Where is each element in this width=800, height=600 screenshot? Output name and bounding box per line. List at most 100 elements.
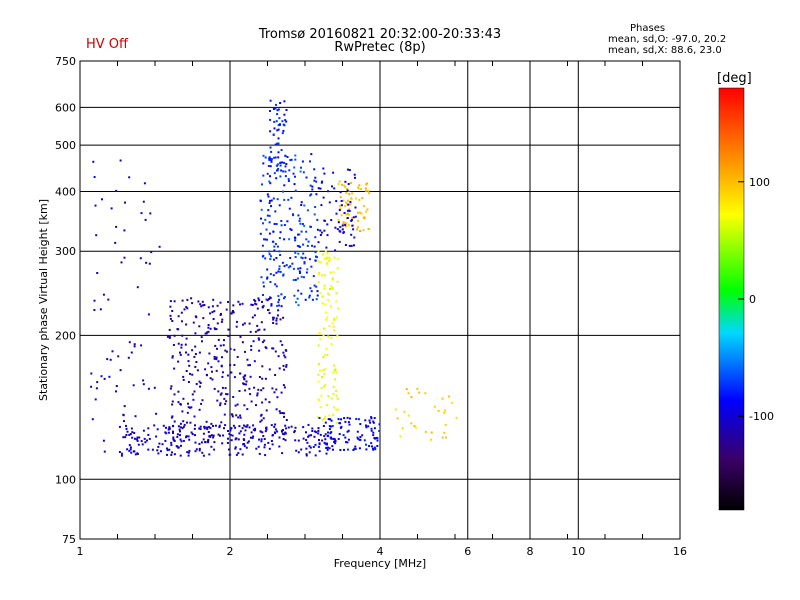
- data-point: [179, 353, 182, 356]
- data-point: [166, 335, 169, 338]
- data-point: [281, 432, 284, 435]
- data-point: [183, 308, 186, 311]
- data-point: [270, 424, 273, 427]
- data-point: [280, 429, 283, 432]
- data-point: [289, 257, 292, 259]
- data-point: [239, 335, 242, 338]
- data-point: [327, 395, 330, 398]
- data-point: [275, 285, 278, 288]
- data-point: [394, 408, 397, 411]
- data-point: [95, 234, 98, 237]
- data-point: [359, 230, 362, 232]
- data-point: [277, 142, 280, 145]
- data-point: [302, 171, 305, 174]
- data-point: [326, 223, 329, 226]
- data-point: [168, 427, 171, 430]
- data-point: [213, 310, 216, 313]
- data-point: [182, 397, 185, 400]
- data-point: [96, 272, 99, 274]
- data-point: [313, 179, 316, 182]
- data-point: [262, 154, 265, 157]
- data-point: [345, 191, 348, 194]
- data-point: [273, 425, 276, 428]
- data-point: [283, 433, 286, 436]
- data-point: [324, 415, 327, 418]
- data-point: [282, 170, 285, 173]
- data-point: [370, 429, 373, 432]
- data-point: [140, 212, 143, 215]
- data-point: [354, 445, 357, 448]
- y-tick-labels: 75 100 200 300 400 500 600 750: [55, 55, 76, 546]
- data-point: [313, 168, 316, 171]
- data-point: [357, 187, 360, 190]
- data-point: [257, 337, 260, 340]
- data-point: [185, 435, 188, 438]
- data-point: [273, 249, 276, 252]
- data-point: [268, 214, 271, 217]
- data-point: [249, 364, 251, 367]
- data-point: [207, 326, 210, 329]
- data-point: [223, 427, 225, 430]
- data-point: [285, 419, 288, 421]
- data-point: [298, 217, 301, 220]
- data-point: [269, 130, 272, 133]
- data-point: [188, 364, 191, 367]
- data-point: [284, 175, 287, 178]
- data-point: [221, 356, 223, 359]
- data-point: [276, 245, 279, 248]
- data-point: [317, 445, 320, 448]
- data-point: [332, 393, 335, 395]
- data-point: [128, 176, 131, 179]
- data-point: [260, 419, 263, 422]
- data-point: [282, 384, 285, 387]
- data-point: [252, 428, 255, 431]
- data-point: [321, 295, 323, 298]
- data-point: [169, 300, 172, 303]
- data-point: [270, 440, 273, 442]
- data-point: [206, 373, 208, 376]
- data-point: [444, 423, 447, 426]
- data-point: [284, 439, 287, 442]
- data-point: [232, 304, 235, 307]
- data-point: [198, 325, 201, 328]
- data-point: [290, 229, 293, 231]
- data-point: [281, 452, 284, 455]
- data-point: [272, 347, 275, 350]
- data-point: [255, 447, 258, 450]
- data-point: [177, 342, 180, 345]
- data-point: [284, 432, 287, 435]
- data-point: [333, 317, 336, 320]
- data-point: [328, 425, 331, 428]
- data-point: [311, 185, 314, 188]
- data-point: [258, 299, 261, 302]
- data-point: [275, 257, 278, 259]
- data-point: [424, 430, 427, 433]
- data-point: [373, 427, 376, 430]
- data-point: [278, 123, 281, 126]
- data-point: [194, 434, 196, 437]
- data-point: [241, 302, 244, 305]
- data-point: [94, 398, 97, 401]
- data-point: [349, 200, 352, 203]
- data-point: [335, 292, 338, 295]
- data-point: [297, 267, 300, 270]
- data-point: [262, 435, 265, 437]
- data-point: [348, 169, 351, 171]
- data-point: [191, 373, 194, 376]
- data-point: [169, 387, 172, 390]
- data-point: [219, 402, 222, 405]
- data-point: [232, 310, 234, 312]
- data-point: [348, 244, 351, 247]
- data-point: [287, 266, 290, 269]
- data-point: [115, 225, 118, 228]
- data-point: [345, 213, 348, 216]
- data-point: [330, 336, 333, 339]
- data-point: [265, 409, 268, 412]
- data-point: [181, 410, 184, 413]
- data-point: [268, 221, 271, 224]
- data-point: [333, 256, 336, 259]
- data-point: [202, 438, 205, 441]
- data-point: [278, 117, 281, 120]
- data-point: [217, 338, 220, 341]
- data-point: [364, 419, 367, 422]
